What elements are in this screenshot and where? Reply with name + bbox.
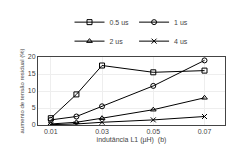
svg-text:5: 5 bbox=[32, 104, 36, 111]
svg-text:1 us: 1 us bbox=[174, 19, 188, 26]
svg-text:aumento de tensão residual (%): aumento de tensão residual (%) bbox=[19, 48, 25, 133]
svg-text:0: 0 bbox=[32, 121, 36, 128]
svg-text:0.5 us: 0.5 us bbox=[110, 19, 130, 26]
svg-text:4 us: 4 us bbox=[174, 38, 188, 45]
svg-text:0.03: 0.03 bbox=[95, 128, 109, 135]
svg-text:indutância L1 (µH) (b): indutância L1 (µH) (b) bbox=[97, 136, 167, 144]
svg-text:0.07: 0.07 bbox=[198, 128, 212, 135]
svg-text:15: 15 bbox=[28, 70, 36, 77]
svg-text:0.05: 0.05 bbox=[146, 128, 160, 135]
svg-text:0.01: 0.01 bbox=[44, 128, 58, 135]
svg-text:10: 10 bbox=[28, 87, 36, 94]
svg-text:2 us: 2 us bbox=[110, 38, 124, 45]
svg-text:20: 20 bbox=[28, 53, 36, 60]
